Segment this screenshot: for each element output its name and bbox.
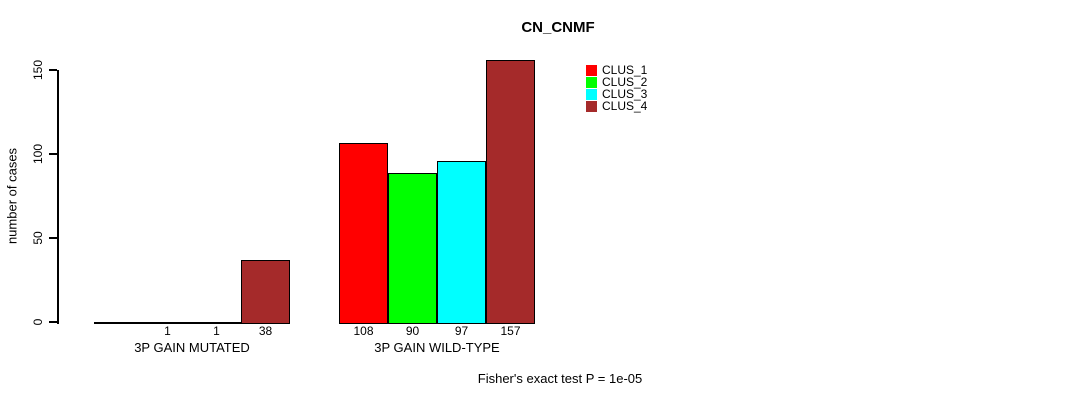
legend-item-label: CLUS_2 (602, 75, 648, 89)
y-axis-line (57, 70, 59, 324)
bar-clus-2-3p-gain-wild-type (388, 172, 437, 324)
legend-item-label: CLUS_3 (602, 87, 648, 101)
bar-clus-1-3p-gain-wild-type (339, 142, 388, 324)
y-axis-tick-label: 150 (31, 59, 45, 81)
y-axis-tick (49, 321, 57, 323)
chart-title: CN_CNMF (521, 19, 595, 36)
bar-clus-4-3p-gain-wild-type (486, 59, 535, 324)
legend-item-label: CLUS_4 (602, 99, 648, 113)
y-axis-label: number of cases (4, 147, 20, 245)
bar-value-label: 1 (164, 324, 171, 338)
legend-item-clus-4: CLUS_4 (586, 100, 647, 112)
legend-item-clus-3: CLUS_3 (586, 88, 647, 100)
y-axis-tick (49, 153, 57, 155)
legend-swatch-clus-4 (586, 100, 597, 112)
bar-value-label: 38 (258, 324, 273, 338)
bar-value-label: 90 (405, 324, 420, 338)
y-axis-tick-label: 0 (31, 318, 45, 326)
legend-item-clus-1: CLUS_1 (586, 64, 647, 76)
fisher-exact-test-annotation: Fisher's exact test P = 1e-05 (477, 371, 643, 386)
bar-value-label: 157 (500, 324, 521, 338)
legend-item-label: CLUS_1 (602, 63, 648, 77)
y-axis-tick-label: 50 (31, 231, 45, 245)
bar-clus-2-3p-gain-mutated (143, 321, 192, 324)
y-axis-tick (49, 237, 57, 239)
legend-swatch-clus-2 (586, 76, 597, 88)
x-category-label-wild-type: 3P GAIN WILD-TYPE (374, 340, 500, 355)
legend: CLUS_1 CLUS_2 CLUS_3 CLUS_4 (586, 64, 647, 112)
bar-value-label: 97 (454, 324, 469, 338)
legend-item-clus-2: CLUS_2 (586, 76, 647, 88)
bar-clus-1-3p-gain-mutated (94, 322, 143, 324)
legend-swatch-clus-3 (586, 88, 597, 100)
bar-clus-3-3p-gain-mutated (192, 321, 241, 324)
legend-swatch-clus-1 (586, 64, 597, 76)
bar-clus-4-3p-gain-mutated (241, 259, 290, 324)
bar-value-label: 108 (353, 324, 374, 338)
bar-value-label: 1 (213, 324, 220, 338)
y-axis-tick (49, 69, 57, 71)
x-category-label-mutated: 3P GAIN MUTATED (134, 340, 250, 355)
y-axis-tick-label: 100 (31, 143, 45, 165)
bar-clus-3-3p-gain-wild-type (437, 160, 486, 324)
